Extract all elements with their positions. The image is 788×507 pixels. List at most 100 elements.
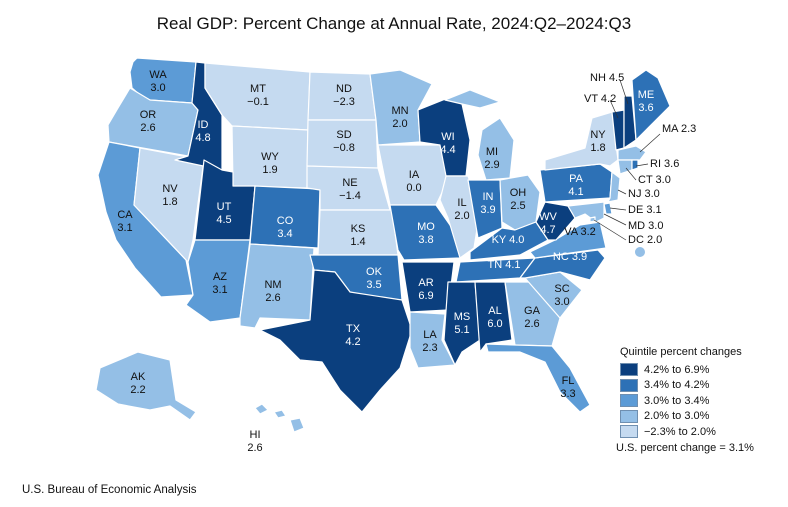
legend-title: Quintile percent changes	[620, 346, 742, 358]
leader-NH	[619, 79, 629, 105]
state-FL[interactable]	[485, 343, 591, 413]
state-label-WV: 4.7	[540, 224, 555, 236]
state-MA[interactable]	[617, 145, 647, 161]
state-label-SD: −0.8	[333, 142, 355, 154]
state-label-GA: 2.6	[524, 318, 539, 330]
state-label-OR: OR	[140, 109, 157, 121]
leader-DC	[593, 219, 627, 241]
leader-MD	[603, 213, 627, 226]
state-label-HI: HI	[250, 429, 261, 441]
leader-MA	[639, 133, 661, 153]
state-label-AK: AK	[131, 371, 146, 383]
state-label-IA: 0.0	[406, 182, 421, 194]
state-label-OR: 2.6	[140, 122, 155, 134]
state-label-MI: MI	[486, 146, 498, 158]
state-label-AL: AL	[488, 305, 501, 317]
legend-item: 3.0% to 3.4%	[616, 393, 754, 409]
state-AL[interactable]	[474, 281, 513, 353]
legend-item: −2.3% to 2.0%	[616, 424, 754, 440]
state-label-MS: MS	[454, 311, 471, 323]
state-label-CA: 3.1	[117, 222, 132, 234]
state-NY[interactable]	[544, 111, 619, 171]
state-label-ID: ID	[198, 119, 209, 131]
state-label-GA: GA	[524, 305, 541, 317]
state-label-AZ: 3.1	[212, 284, 227, 296]
state-label-LA: 2.3	[422, 342, 437, 354]
state-label-MS: 5.1	[454, 324, 469, 336]
state-IN[interactable]	[467, 179, 503, 239]
dc-inset-marker	[635, 247, 645, 257]
state-label-ND: ND	[336, 83, 352, 95]
state-label-WI: WI	[441, 131, 454, 143]
state-label-CO: 3.4	[277, 228, 292, 240]
state-label-ID: 4.8	[195, 132, 210, 144]
state-label-WA: 3.0	[150, 82, 165, 94]
leader-VT	[609, 99, 619, 119]
state-label-AR: AR	[418, 277, 433, 289]
state-label-NV: NV	[162, 183, 178, 195]
state-label-KY: KY 4.0	[492, 234, 525, 246]
state-label-IL: 2.0	[454, 210, 469, 222]
state-label-WI: 4.4	[440, 144, 455, 156]
state-label-DE: DE 3.1	[628, 204, 662, 216]
state-label-NM: NM	[264, 279, 281, 291]
state-label-UT: 4.5	[216, 214, 231, 226]
state-label-TX: TX	[346, 323, 361, 335]
legend: Quintile percent changes 4.2% to 6.9% 3.…	[616, 346, 754, 454]
legend-swatch-q1	[620, 363, 638, 377]
state-label-MO: 3.8	[418, 234, 433, 246]
state-label-MD: MD 3.0	[628, 220, 663, 232]
state-label-MI: 2.9	[484, 159, 499, 171]
state-label-FL: 3.3	[560, 388, 575, 400]
state-GA[interactable]	[504, 281, 561, 347]
map-title: Real GDP: Percent Change at Annual Rate,…	[156, 14, 632, 33]
state-label-WA: WA	[149, 69, 167, 81]
state-label-HI: 2.6	[247, 442, 262, 454]
state-CT[interactable]	[617, 159, 633, 175]
state-label-MT: MT	[250, 83, 266, 95]
state-label-DC: DC 2.0	[628, 234, 662, 246]
state-label-ND: −2.3	[333, 96, 355, 108]
state-ME[interactable]	[631, 69, 671, 141]
state-label-NV: 1.8	[162, 196, 177, 208]
state-label-KS: KS	[351, 223, 366, 235]
state-label-PA: PA	[569, 173, 584, 185]
leader-CT	[625, 167, 637, 181]
legend-item: 2.0% to 3.0%	[616, 409, 754, 425]
legend-item: 4.2% to 6.9%	[616, 362, 754, 378]
state-NJ[interactable]	[607, 171, 621, 203]
state-label-WY: WY	[261, 151, 279, 163]
state-label-NY: 1.8	[590, 142, 605, 154]
state-DC[interactable]	[589, 216, 596, 223]
state-DE[interactable]	[603, 202, 613, 215]
state-label-MO: MO	[417, 221, 435, 233]
state-label-ME: ME	[638, 89, 655, 101]
legend-item: 3.4% to 4.2%	[616, 378, 754, 394]
state-label-LA: LA	[423, 329, 437, 341]
state-label-IN: IN	[483, 191, 494, 203]
state-label-NM: 2.6	[265, 292, 280, 304]
state-label-TX: 4.2	[345, 336, 360, 348]
legend-label: −2.3% to 2.0%	[644, 425, 716, 438]
state-label-OH: 2.5	[510, 200, 525, 212]
state-TX[interactable]	[259, 269, 413, 413]
state-label-OK: OK	[366, 266, 383, 278]
leader-RI	[635, 163, 649, 167]
legend-swatch-q3	[620, 394, 638, 408]
state-label-MA: MA 2.3	[662, 123, 696, 135]
state-label-SC: 3.0	[554, 296, 569, 308]
state-label-MT: −0.1	[247, 96, 269, 108]
state-label-RI: RI 3.6	[650, 158, 679, 170]
state-label-CA: CA	[117, 209, 133, 221]
state-HI[interactable]	[254, 403, 305, 433]
state-label-MN: MN	[391, 105, 408, 117]
state-label-KS: 1.4	[350, 236, 365, 248]
state-RI[interactable]	[631, 159, 639, 171]
state-label-IN: 3.9	[480, 204, 495, 216]
state-AK[interactable]	[95, 351, 197, 421]
source-credit: U.S. Bureau of Economic Analysis	[22, 484, 197, 496]
state-label-AR: 6.9	[418, 290, 433, 302]
state-label-ME: 3.6	[638, 102, 653, 114]
state-label-OK: 3.5	[366, 279, 381, 291]
